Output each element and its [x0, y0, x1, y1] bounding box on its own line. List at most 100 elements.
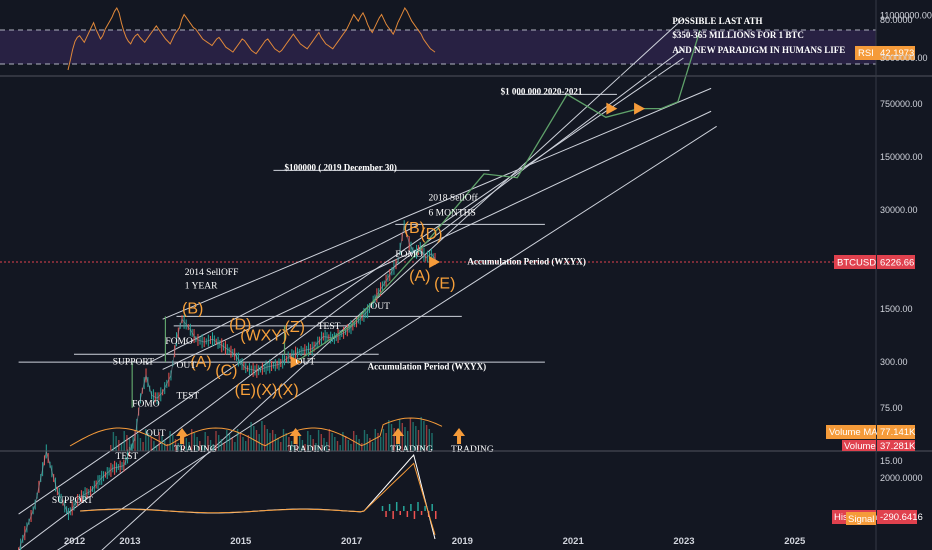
volume-bar: [245, 441, 247, 451]
rsi-pane: [0, 7, 876, 71]
y-tick-label: 300.00: [880, 357, 908, 367]
x-tick-label: 2012: [64, 536, 85, 547]
chart-annotation: $100000 ( 2019 December 30): [285, 162, 397, 172]
volume-bar: [415, 426, 417, 451]
volume-bar: [255, 430, 258, 451]
volume-tag2-value-bg: [877, 440, 915, 451]
chart-annotation: FOMO: [132, 400, 160, 410]
volume-bar: [139, 438, 142, 451]
volume-bar: [150, 437, 152, 451]
x-tick-label: 2023: [673, 536, 694, 547]
chart-annotation: OUT: [146, 429, 166, 439]
price-tag-value: 6226.66: [880, 258, 914, 269]
volume-annotation: TRADING: [174, 445, 217, 455]
volume-bar: [393, 428, 395, 451]
chart-annotation: OUT: [370, 302, 390, 312]
channel-line: [145, 224, 418, 365]
volume-bar: [309, 435, 312, 451]
target-marker: [290, 356, 302, 369]
chart-annotation: 2018 SellOff: [429, 193, 479, 204]
macd-histogram-bar: [410, 504, 412, 511]
macd-histogram-bar: [406, 511, 409, 517]
volume-bar: [201, 445, 204, 451]
volume-bar: [234, 442, 236, 451]
volume-bar: [312, 439, 314, 451]
volume-bar: [407, 431, 409, 451]
x-tick-label: 2021: [563, 536, 585, 547]
volume-bar: [431, 433, 433, 451]
chart-annotation: Accumulation Period (WXYX): [467, 256, 585, 266]
volume-bar: [166, 444, 169, 451]
chart-annotation: $1 000 000 2020-2021: [501, 86, 583, 96]
wave-label: (D): [229, 317, 251, 334]
price-tag-label-bg: [834, 255, 876, 269]
volume-bar: [269, 433, 271, 451]
volume-bar: [228, 434, 231, 451]
chart-annotation: $350-365 MILLIONS FOR 1 BTC: [672, 30, 804, 40]
volume-bar: [366, 434, 368, 451]
y-tick-label: 150000.00: [880, 152, 923, 162]
macd-histogram-bar: [381, 506, 384, 511]
price-line: [18, 225, 438, 550]
volume-bar: [131, 443, 133, 451]
chart-annotation: FOMO: [165, 337, 193, 347]
macd-histogram-bar: [392, 511, 394, 519]
volume-bar: [320, 434, 322, 451]
volume-bar: [404, 427, 406, 451]
volume-bar: [277, 438, 279, 451]
channel-line: [101, 18, 684, 550]
y-tick-label: 750000.00: [880, 99, 923, 109]
volume-bar: [290, 441, 293, 451]
volume-bar: [288, 437, 290, 451]
macd-histogram-bar: [431, 504, 433, 511]
volume-bar: [266, 429, 268, 451]
macd-pane: [79, 453, 437, 540]
volume-bar: [412, 422, 414, 451]
macd-histogram-bar: [420, 511, 423, 515]
chart-annotation: 6 MONTHS: [429, 208, 476, 218]
channel-line: [18, 48, 684, 550]
target-marker: [429, 256, 441, 269]
macd-histogram-bar: [388, 504, 391, 511]
chart-annotation: 1 YEAR: [185, 281, 218, 291]
volume-bar: [112, 432, 115, 451]
wave-label: (C): [215, 362, 237, 379]
channel-line: [162, 110, 712, 370]
volume-bar: [285, 433, 287, 451]
volume-bar: [263, 425, 266, 451]
y-tick-label: 1500.00: [880, 304, 913, 314]
chart-annotation: Accumulation Period (WXYX): [368, 361, 487, 371]
signal-tag-bg: [846, 512, 876, 525]
rsi-tag-label-bg: [855, 46, 877, 60]
macd-histogram-bar: [413, 511, 416, 519]
signal-tag: Signal: [848, 514, 874, 525]
volume-bar: [299, 436, 301, 451]
volume-ma-line: [69, 417, 443, 447]
volume-bar: [304, 444, 306, 451]
volume-bar: [282, 429, 285, 451]
volume-bar: [369, 438, 371, 451]
volume-bar: [126, 435, 128, 451]
volume-bar: [425, 425, 428, 451]
volume-bar: [420, 417, 422, 451]
volume-bar: [385, 433, 387, 451]
y-tick-label: 3000000.00: [880, 53, 928, 63]
volume-bar: [218, 435, 220, 451]
volume-bar: [377, 433, 379, 451]
volume-bar: [145, 429, 147, 451]
volume-arrow: [289, 428, 302, 444]
wave-label: (E)(X)(X): [235, 382, 299, 399]
volume-bar: [390, 424, 393, 451]
wave-label: (A): [190, 354, 211, 371]
volume-bar: [334, 437, 336, 451]
volume-bar: [196, 437, 198, 451]
volume-arrow: [392, 428, 405, 444]
volume-bar: [350, 444, 352, 451]
rsi-line: [67, 7, 436, 71]
volume-bar: [120, 444, 123, 451]
volume-bar: [199, 441, 201, 451]
volume-tag-label-bg: [826, 425, 876, 439]
macd-histogram-bar: [395, 502, 398, 511]
